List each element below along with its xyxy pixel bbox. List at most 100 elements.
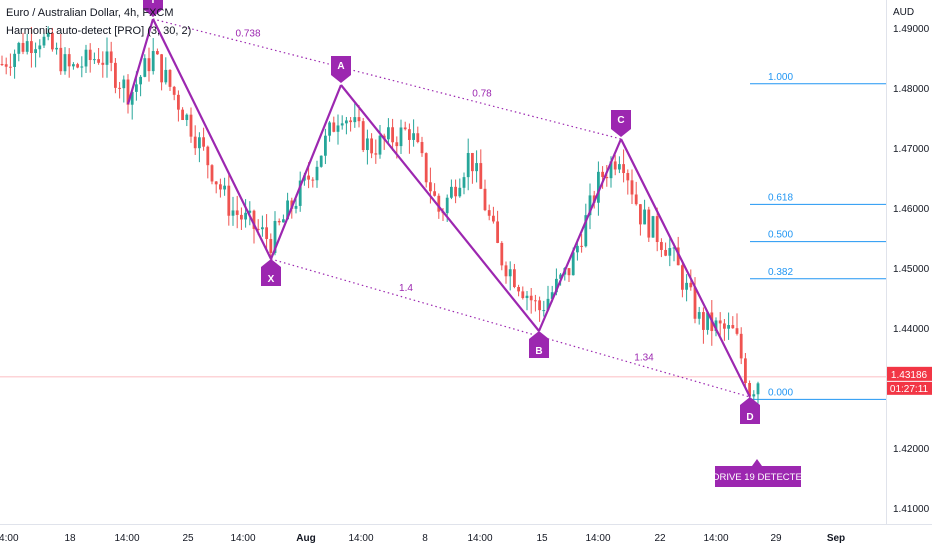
pivot-marker-x[interactable] [261,259,281,286]
candle-body [114,62,117,88]
pivot-marker-a[interactable] [331,56,351,83]
candle-body [172,86,176,95]
candle-body [189,114,193,137]
candle-body [51,32,54,50]
pivot-label-a: A [337,61,344,72]
x-tick-label: 15 [536,533,548,544]
candle-body [126,79,130,105]
candle-body [550,292,554,299]
candle-body [261,227,264,230]
pivot-marker-b[interactable] [529,331,549,358]
candle-body [93,59,96,61]
y-tick-label: 1.45000 [893,264,930,275]
fib-level-label: 0.618 [768,192,793,203]
candle-body [672,247,676,249]
fib-level-label: 0.382 [768,267,793,278]
candle-body [588,195,592,216]
candle-body [571,252,575,276]
candle-body [349,120,352,123]
candle-body [685,282,688,290]
x-tick-label: 22 [654,533,666,544]
candle-body [298,180,302,206]
candle-body [693,287,697,319]
ratio-line-x-d [270,258,751,398]
candle-body [370,138,373,154]
last-price-tag[interactable] [887,366,932,381]
pattern-leg-x-a [269,84,343,260]
ratio-label: 1.4 [399,283,413,294]
indicator-title[interactable]: Harmonic auto-detect [PRO] (3, 30, 2) [6,25,192,37]
candle-body [727,325,730,329]
x-tick-label: 18 [64,533,76,544]
candle-body [487,210,491,216]
candle-body [345,120,348,124]
ratio-line-y-c [152,18,622,140]
candle-body [269,238,273,253]
candle-body [265,227,268,239]
candle-body [282,219,285,223]
candle-body [63,54,67,72]
candle-body [9,66,12,68]
candle-body [450,186,453,198]
candle-body [756,383,760,395]
candle-body [130,91,134,105]
candle-body [135,84,138,92]
pivot-label-c: C [617,115,624,126]
candle-body [580,245,583,247]
candle-body [697,312,701,319]
candle-body [630,180,634,195]
candle-body [399,127,403,147]
fib-level-label: 0.500 [768,230,793,241]
symbol-title[interactable]: Euro / Australian Dollar, 4h, FXCM [6,7,174,19]
x-tick-label: 14:00 [0,533,19,544]
x-tick-label: 14:00 [230,533,255,544]
candle-body [681,265,684,290]
candle-body [55,47,58,50]
candle-body [156,51,159,55]
candle-body [59,47,63,72]
candle-body [576,245,579,253]
candle-body [122,79,126,89]
candle-body [353,117,357,123]
x-tick-label: Aug [296,533,315,544]
currency-label: AUD [893,7,915,18]
candle-body [193,136,197,149]
y-tick-label: 1.49000 [893,24,930,35]
candle-body [458,187,462,197]
x-tick-label: 14:00 [467,533,492,544]
pivot-marker-d[interactable] [740,397,760,424]
pattern-detected-badge[interactable] [715,459,801,487]
candle-body [164,69,168,83]
candle-body [584,215,588,247]
pivot-marker-y[interactable] [143,0,163,17]
candle-body [223,185,226,190]
candle-body [462,177,466,188]
candle-body [601,171,604,177]
candle-body [626,173,630,181]
pivot-marker-c[interactable] [611,110,631,137]
candle-body [744,358,747,384]
candle-body [42,36,46,46]
candle-body [647,209,651,238]
candle-body [542,310,546,312]
candle-body [324,135,327,156]
candle-body [214,181,218,185]
candle-body [336,125,340,132]
candle-body [492,215,495,222]
candle-body [25,41,29,52]
candle-body [613,161,617,170]
candle-body [471,152,474,172]
candle-body [718,320,722,324]
candle-body [244,212,247,220]
pivot-label-x: X [268,274,275,285]
candle-body [328,122,331,136]
candle-body [248,210,252,213]
candle-body [655,216,659,243]
x-tick-label: 14:00 [585,533,610,544]
candle-body [475,163,478,172]
candle-body [67,54,71,67]
candle-body [80,66,84,68]
candle-body [160,54,163,83]
